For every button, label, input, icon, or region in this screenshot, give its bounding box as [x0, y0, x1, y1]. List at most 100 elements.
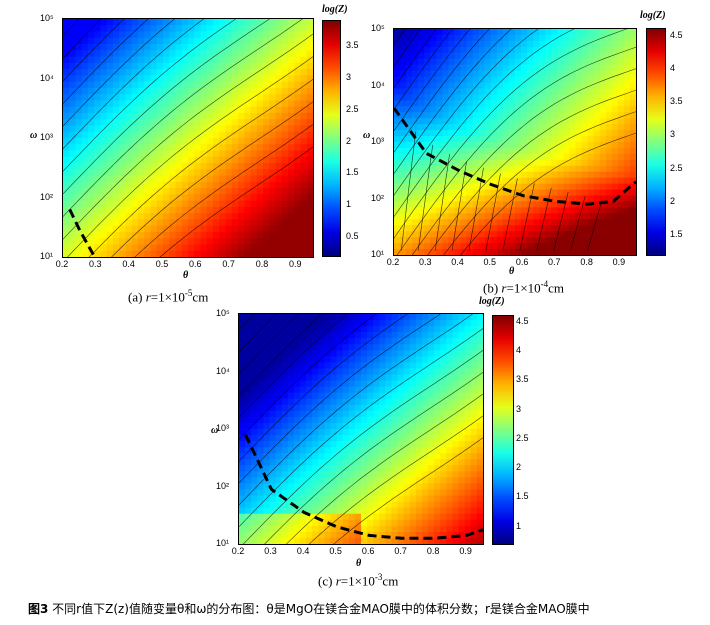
heatmap-cell [464, 459, 472, 466]
heatmap-cell [281, 429, 289, 436]
heatmap-cell [367, 422, 374, 430]
heatmap-cell [330, 465, 338, 472]
heatmap-cell [436, 165, 443, 173]
heatmap-cell [593, 112, 601, 119]
colorbar-title-b: log(Z) [640, 10, 666, 21]
heatmap-cell [312, 356, 319, 364]
heatmap-cell [300, 75, 308, 83]
heatmap-cell [397, 507, 405, 515]
heatmap-cell [256, 188, 264, 195]
heatmap-cell [412, 183, 419, 191]
heatmap-cell [430, 219, 437, 226]
heatmap-cell [119, 250, 127, 257]
heatmap-cell [403, 519, 411, 527]
heatmap-cell [318, 513, 325, 521]
heatmap-cell [551, 118, 558, 125]
heatmap-cell [200, 150, 208, 158]
heatmap-cell [623, 76, 631, 84]
heatmap-cell [430, 142, 437, 149]
heatmap-cell [436, 207, 443, 214]
heatmap-cell [239, 386, 246, 394]
heatmap-cell [367, 392, 374, 400]
heatmap-cell [125, 188, 133, 195]
heatmap-cell [354, 422, 362, 430]
heatmap-cell [611, 189, 619, 197]
heatmap-cell [484, 243, 492, 250]
heatmap-cell [263, 501, 271, 509]
heatmap-cell [436, 201, 443, 209]
heatmap-cell [563, 225, 571, 232]
heatmap-cell [263, 404, 271, 412]
heatmap-cell [219, 44, 227, 51]
heatmap-cell [527, 147, 534, 155]
heatmap-cell [460, 70, 468, 78]
heatmap-cell [163, 200, 170, 208]
heatmap-cell [391, 501, 399, 509]
heatmap-cell [424, 29, 431, 36]
heatmap-cell [238, 225, 245, 233]
heatmap-cell [244, 125, 252, 133]
heatmap-cell [448, 165, 456, 173]
heatmap-cell [533, 213, 540, 220]
heatmap-cell [225, 69, 233, 76]
heatmap-cell [454, 106, 462, 113]
heatmap-cell [373, 471, 380, 479]
heatmap-cell [169, 138, 177, 145]
heatmap-cell [385, 495, 393, 503]
heatmap-cell [281, 169, 289, 177]
heatmap-cell [163, 62, 170, 70]
heatmap-cell [106, 25, 114, 33]
heatmap-cell [361, 338, 368, 345]
heatmap-cell [434, 326, 441, 333]
heatmap-cell [361, 398, 368, 406]
heatmap-cell [175, 181, 183, 189]
heatmap-cell [460, 94, 468, 101]
heatmap-cell [448, 76, 456, 84]
heatmap-cell [460, 58, 468, 66]
heatmap-cell [458, 537, 466, 544]
heatmap-cell [418, 40, 425, 48]
colorbar-tick-label: 1 [346, 199, 352, 210]
heatmap-cell [138, 75, 145, 83]
heatmap-cell [150, 213, 158, 221]
heatmap-cell [521, 213, 528, 220]
heatmap-cell [391, 477, 399, 485]
heatmap-cell [125, 150, 133, 158]
heatmap-cell [466, 165, 474, 173]
heatmap-cell [169, 94, 177, 102]
heatmap-cell [422, 429, 429, 436]
heatmap-cell [400, 29, 407, 36]
heatmap-cell [424, 219, 431, 226]
heatmap-cell [428, 422, 435, 430]
heatmap-cell [454, 29, 462, 36]
heatmap-cell [88, 112, 95, 120]
heatmap-cell [181, 50, 189, 58]
heatmap-cell [288, 231, 295, 239]
heatmap-cell [150, 94, 158, 102]
heatmap-cell [440, 483, 447, 491]
heatmap-cell [324, 531, 332, 539]
heatmap-cell [244, 100, 252, 108]
heatmap-cell [464, 374, 472, 382]
heatmap-cell [263, 441, 271, 448]
heatmap-cell [430, 177, 437, 185]
heatmap-cell [150, 131, 158, 139]
heatmap-cell [418, 177, 425, 185]
heatmap-cell [239, 362, 246, 370]
heatmap-cell [452, 332, 460, 339]
heatmap-cell [106, 19, 114, 26]
heatmap-cell [470, 507, 478, 515]
heatmap-cell [428, 435, 435, 442]
heatmap-cell [281, 326, 289, 333]
heatmap-cell [539, 213, 546, 220]
heatmap-cell [244, 206, 252, 214]
heatmap-cell [330, 501, 338, 509]
heatmap-cell [181, 131, 189, 139]
heatmap-cell [263, 238, 270, 246]
heatmap-cell [361, 507, 368, 515]
heatmap-cell [219, 69, 227, 76]
heatmap-cell [412, 34, 419, 42]
heatmap-cell [263, 410, 271, 418]
heatmap-cell [605, 76, 613, 84]
heatmap-cell [367, 416, 374, 424]
